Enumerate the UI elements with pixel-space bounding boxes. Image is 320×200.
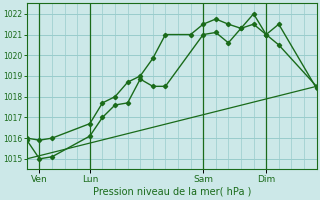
X-axis label: Pression niveau de la mer( hPa ): Pression niveau de la mer( hPa ) <box>92 187 251 197</box>
